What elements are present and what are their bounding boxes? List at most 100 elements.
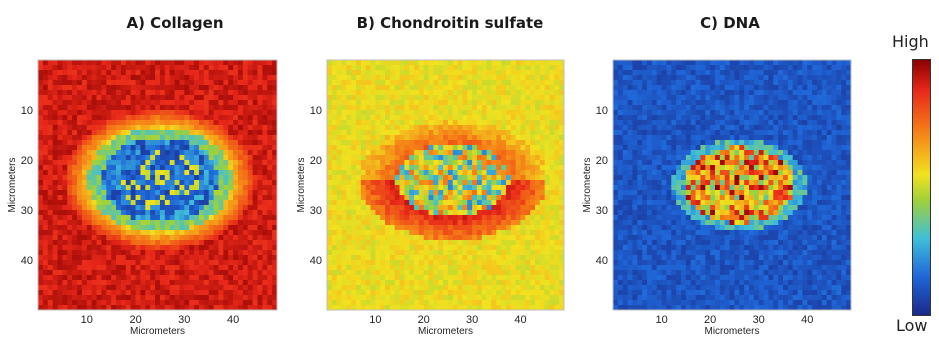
heatmap-cell [262,145,268,151]
heatmap-cell [218,200,224,206]
heatmap-cell [394,170,400,176]
heatmap-cell [38,170,44,176]
heatmap-cell [155,170,161,176]
heatmap-cell [336,205,342,211]
heatmap-cell [428,295,434,301]
heatmap-cell [549,285,555,291]
heatmap-cell [42,155,49,161]
heatmap-cell [486,275,492,281]
heatmap-cell [414,245,420,251]
heatmap-cell [530,220,536,226]
heatmap-cell [135,125,141,131]
heatmap-cell [164,285,171,291]
heatmap-cell [257,150,263,156]
heatmap-cell [125,270,132,276]
heatmap-cell [135,90,141,96]
heatmap-cell [331,180,338,186]
heatmap-cell [346,265,352,271]
heatmap-cell [86,170,93,176]
heatmap-cell [47,180,54,186]
heatmap-cell [198,260,205,266]
heatmap-cell [47,130,54,136]
heatmap-cell [351,290,357,296]
heatmap-cell [111,185,117,191]
heatmap-cell [179,285,185,291]
heatmap-cell [501,220,507,226]
heatmap-cell [467,80,473,86]
heatmap-cell [262,90,268,96]
heatmap-cell [525,265,531,271]
heatmap-cell [438,95,444,101]
heatmap-cell [262,75,268,81]
heatmap-cell [544,135,550,141]
heatmap-cell [491,230,497,236]
heatmap-cell [42,295,49,301]
heatmap-cell [327,285,333,291]
heatmap-cell [86,190,93,196]
heatmap-cell [414,260,420,266]
heatmap-cell [327,290,333,296]
heatmap-cell [213,205,219,211]
heatmap-cell [57,65,63,71]
heatmap-cell [418,170,425,176]
heatmap-cell [272,295,278,301]
heatmap-cell [111,220,117,226]
heatmap-cell [194,250,200,256]
heatmap-cell [252,205,258,211]
heatmap-cell [72,160,78,166]
heatmap-cell [47,185,54,191]
heatmap-cell [409,185,415,191]
heatmap-cell [247,190,254,196]
heatmap-cell [399,155,405,161]
heatmap-cell [233,155,239,161]
heatmap-cell [57,60,63,66]
heatmap-cell [365,240,371,246]
heatmap-cell [472,190,478,196]
heatmap-cell [530,130,536,136]
heatmap-cell [164,80,171,86]
heatmap-cell [501,250,507,256]
heatmap-cell [389,220,396,226]
heatmap-cell [111,115,117,121]
heatmap-cell [38,200,44,206]
heatmap-cell [120,80,127,86]
heatmap-cell [52,170,58,176]
heatmap-cell [375,160,381,166]
heatmap-cell [496,85,502,91]
heatmap-cell [169,80,175,86]
heatmap-cell [155,235,161,241]
heatmap-cell [96,265,102,271]
heatmap-cell [462,140,468,146]
heatmap-cell [208,280,214,286]
heatmap-cell [184,200,190,206]
heatmap-cell [520,275,526,281]
heatmap-cell [351,255,357,261]
heatmap-cell [140,210,146,216]
heatmap-cell [62,240,68,246]
heatmap-cell [174,140,180,146]
heatmap-cell [67,90,73,96]
heatmap-cell [404,105,410,111]
heatmap-cell [457,95,463,101]
heatmap-cell [385,230,391,236]
heatmap-cell [423,275,429,281]
heatmap-cell [194,255,200,261]
heatmap-cell [549,255,555,261]
heatmap-cell [476,120,483,126]
heatmap-cell [385,260,391,266]
heatmap-cell [52,125,58,131]
heatmap-cell [370,155,376,161]
heatmap-cell [457,220,463,226]
heatmap-cell [189,205,195,211]
heatmap-cell [520,150,526,156]
heatmap-cell [394,135,400,141]
heatmap-cell [145,70,151,76]
heatmap-cell [404,160,410,166]
heatmap-cell [336,195,342,201]
heatmap-cell [38,245,44,251]
heatmap-cell [52,230,58,236]
heatmap-cell [443,300,449,306]
heatmap-cell [106,155,112,161]
heatmap-cell [96,280,102,286]
heatmap-cell [72,215,78,221]
